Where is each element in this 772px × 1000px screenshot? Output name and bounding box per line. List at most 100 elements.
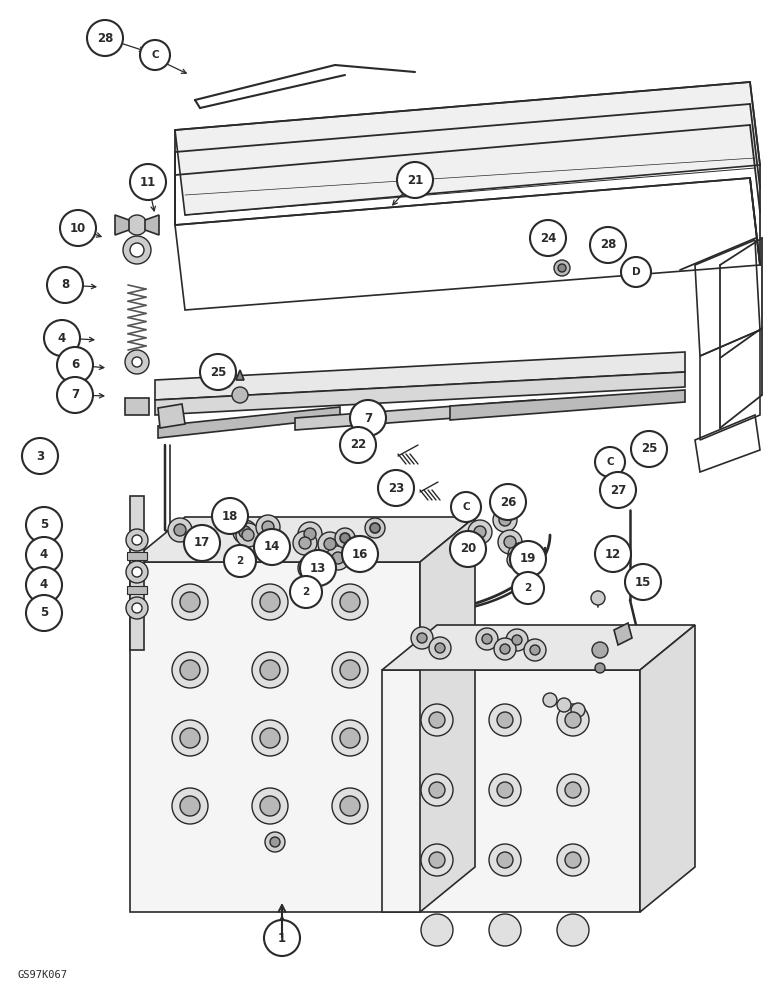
Circle shape <box>524 639 546 661</box>
Circle shape <box>242 529 254 541</box>
Circle shape <box>349 542 361 554</box>
Circle shape <box>489 774 521 806</box>
Circle shape <box>47 267 83 303</box>
Circle shape <box>324 538 336 550</box>
Circle shape <box>482 634 492 644</box>
Polygon shape <box>236 370 244 380</box>
Circle shape <box>489 914 521 946</box>
Circle shape <box>565 712 581 728</box>
Circle shape <box>499 514 511 526</box>
Circle shape <box>489 704 521 736</box>
Circle shape <box>172 720 208 756</box>
Circle shape <box>510 541 546 577</box>
Circle shape <box>304 528 316 540</box>
Circle shape <box>507 551 525 569</box>
Circle shape <box>132 567 142 577</box>
Circle shape <box>260 592 280 612</box>
Circle shape <box>571 703 585 717</box>
Circle shape <box>378 470 414 506</box>
Circle shape <box>259 536 271 548</box>
Text: 5: 5 <box>40 606 48 619</box>
Circle shape <box>451 492 481 522</box>
Text: 2: 2 <box>524 583 532 593</box>
Circle shape <box>350 400 386 436</box>
Text: 4: 4 <box>58 332 66 344</box>
Text: 27: 27 <box>610 484 626 496</box>
Circle shape <box>500 644 510 654</box>
Circle shape <box>595 663 605 673</box>
Circle shape <box>558 264 566 272</box>
Polygon shape <box>638 432 655 450</box>
Circle shape <box>429 852 445 868</box>
Circle shape <box>252 584 288 620</box>
Circle shape <box>489 844 521 876</box>
Polygon shape <box>640 625 695 912</box>
Circle shape <box>140 40 170 70</box>
Circle shape <box>557 774 589 806</box>
Circle shape <box>342 536 378 572</box>
Circle shape <box>264 920 300 956</box>
Circle shape <box>236 523 260 547</box>
Circle shape <box>557 698 571 712</box>
Circle shape <box>340 592 360 612</box>
Text: 1: 1 <box>278 932 286 944</box>
Circle shape <box>132 603 142 613</box>
Circle shape <box>365 518 385 538</box>
Circle shape <box>172 788 208 824</box>
Circle shape <box>26 537 62 573</box>
Circle shape <box>565 782 581 798</box>
Circle shape <box>429 782 445 798</box>
Circle shape <box>87 20 123 56</box>
Polygon shape <box>130 496 144 650</box>
Circle shape <box>621 257 651 287</box>
Polygon shape <box>158 407 340 438</box>
Circle shape <box>293 531 317 555</box>
Text: 24: 24 <box>540 232 556 244</box>
Circle shape <box>126 561 148 583</box>
Text: 22: 22 <box>350 438 366 452</box>
Circle shape <box>180 728 200 748</box>
Text: 16: 16 <box>352 548 368 560</box>
Text: C: C <box>151 50 159 60</box>
Circle shape <box>172 652 208 688</box>
Circle shape <box>44 320 80 356</box>
Circle shape <box>127 215 147 235</box>
Circle shape <box>543 693 557 707</box>
Circle shape <box>625 564 661 600</box>
Circle shape <box>262 521 274 533</box>
Circle shape <box>557 704 589 736</box>
Polygon shape <box>130 517 475 562</box>
Circle shape <box>600 472 636 508</box>
Polygon shape <box>614 623 632 645</box>
Circle shape <box>494 638 516 660</box>
Circle shape <box>168 518 192 542</box>
Circle shape <box>497 782 513 798</box>
Circle shape <box>493 508 517 532</box>
Circle shape <box>239 526 251 538</box>
Text: 25: 25 <box>641 442 657 456</box>
Text: 20: 20 <box>460 542 476 556</box>
Circle shape <box>130 243 144 257</box>
Circle shape <box>340 728 360 748</box>
Circle shape <box>429 712 445 728</box>
Circle shape <box>490 484 526 520</box>
Circle shape <box>474 526 486 538</box>
Circle shape <box>252 788 288 824</box>
Circle shape <box>340 660 360 680</box>
Circle shape <box>194 534 206 546</box>
Circle shape <box>450 531 486 567</box>
Text: 10: 10 <box>70 222 86 234</box>
Polygon shape <box>115 215 129 235</box>
Circle shape <box>590 227 626 263</box>
Text: 11: 11 <box>140 176 156 188</box>
Circle shape <box>332 720 368 756</box>
Circle shape <box>180 796 200 816</box>
Circle shape <box>224 545 256 577</box>
Text: 4: 4 <box>40 578 48 591</box>
Circle shape <box>270 837 280 847</box>
Circle shape <box>26 595 62 631</box>
Circle shape <box>233 520 257 544</box>
Circle shape <box>252 720 288 756</box>
Text: 2: 2 <box>236 556 244 566</box>
Circle shape <box>497 712 513 728</box>
